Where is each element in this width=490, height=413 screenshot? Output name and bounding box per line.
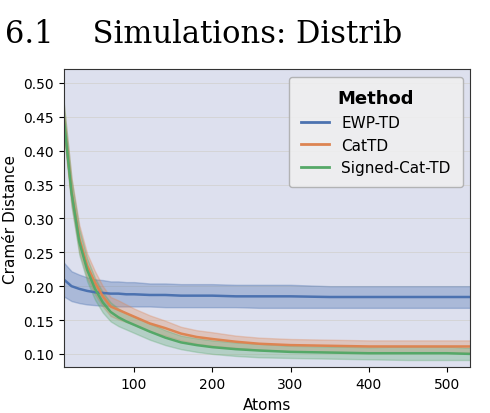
Text: 6.1    Simulations: Distrib: 6.1 Simulations: Distrib <box>5 19 402 50</box>
Y-axis label: Cramér Distance: Cramér Distance <box>2 154 18 283</box>
X-axis label: Atoms: Atoms <box>243 397 291 412</box>
Legend: EWP-TD, CatTD, Signed-Cat-TD: EWP-TD, CatTD, Signed-Cat-TD <box>289 78 463 188</box>
